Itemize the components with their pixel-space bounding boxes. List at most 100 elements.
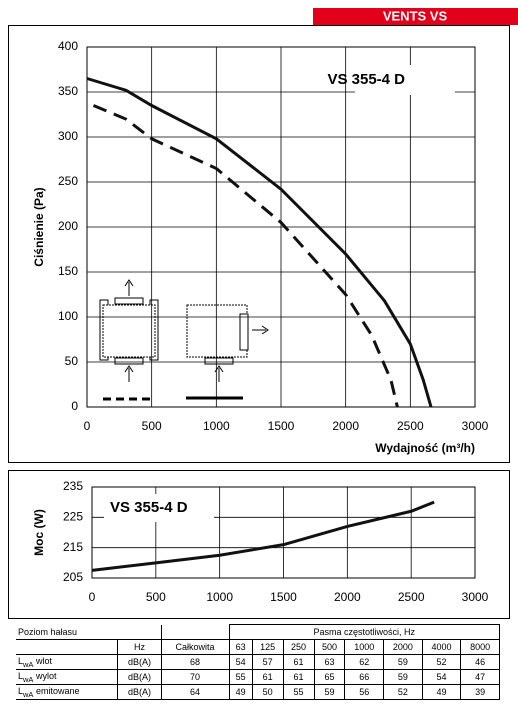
x-tick-label: 3000 [462,419,489,433]
table-row: LwA wlot dB(A) 68 54 57 61 63 62 59 52 46 [16,654,500,670]
table-cell: 56 [344,684,385,700]
x-tick-label: 2500 [398,590,425,604]
table-cell: 61 [282,669,315,685]
table-cell: Poziom hałasu [18,626,78,637]
table-row: LwA emitowane dB(A) 64 49 50 55 59 56 52 49 39 [16,684,500,700]
table-cell: 49 [228,684,253,700]
frame [8,470,510,619]
table-cell: 63 [228,639,253,655]
y-tick-label: 225 [63,510,83,524]
x-tick-label: 0 [89,590,96,604]
annotation: VS 355-4 D [110,499,188,516]
table-cell: 65 [313,669,346,685]
y-tick-label: 300 [58,129,78,143]
table-cell: Hz [117,639,162,655]
y-tick-label: 350 [58,84,78,98]
table-cell: 52 [421,654,462,670]
y-axis-label: Ciśnienie (Pa) [32,187,46,266]
row-label: emitowane [35,685,80,696]
charts: VENTS VS 0 500 1000 1500 2000 2500 30000501001… [8,8,518,619]
table-cell: dB(A) [117,669,162,685]
table-cell [16,639,119,655]
table-cell: 66 [344,669,385,685]
header-title: VENTS VS [383,8,448,23]
table-cell [118,625,161,640]
row-label: wlot [35,655,52,666]
table-cell: dB(A) [117,654,162,670]
table-cell: 1000 [344,639,385,655]
row-label: L [18,655,24,666]
series-line [91,500,435,572]
annotation-box [104,494,214,522]
table-cell: 59 [383,669,423,685]
y-tick-label: 150 [58,264,78,278]
x-axis-label: Wydajność (m³/h) [375,441,475,455]
table-row: Hz Całkowita 63 125 250 500 1000 2000 4000 8000 [16,639,500,655]
table-cell: 55 [228,669,253,685]
annotation: VS 355-4 D [327,71,405,88]
table-cell: 70 [160,669,230,685]
x-tick-label: 1000 [206,590,233,604]
table-row: Poziom hałasu Pasma częstotliwości, Hz [16,624,501,640]
table-cell: 55 [282,684,315,700]
y-tick-label: 200 [58,219,78,233]
x-tick-label: 2000 [332,419,359,433]
table-cell: 68 [160,654,230,670]
header-bar [313,8,518,25]
y-axis-label: Moc (W) [32,509,46,556]
table-cell: 4000 [421,639,462,655]
x-tick-label: 500 [142,419,162,433]
x-tick-label: 0 [84,419,91,433]
table-cell: dB(A) [117,684,162,700]
row-label: wylot [35,670,57,681]
frame [8,25,510,463]
table-cell: LwA wlot [16,654,119,670]
y-tick-label: 215 [63,540,83,554]
series-line [86,77,433,408]
annotation-box [355,65,455,95]
table-cell: Pasma częstotliwości, Hz [228,624,501,640]
table-cell: 63 [313,654,346,670]
plot-frame [86,46,476,408]
table-cell: 61 [282,654,315,670]
x-tick-label: 2500 [397,419,424,433]
table-cell: Całkowita [160,639,230,655]
x-tick-label: 1000 [203,419,230,433]
x-tick-label: 2000 [334,590,361,604]
table-cell: 54 [228,654,253,670]
table-cell: 49 [421,684,462,700]
row-label: L [18,670,24,681]
y-tick-label: 235 [63,479,83,493]
y-tick-label: 50 [65,354,79,368]
x-tick-label: 1500 [270,590,297,604]
noise-table: Poziom hałasu Pasma częstotliwości, Hz Hz C… [16,624,501,700]
table-cell: 59 [383,654,423,670]
x-tick-label: 500 [146,590,166,604]
row-label: wA [23,659,34,669]
y-tick-label: 205 [63,570,83,584]
y-tick-label: 0 [71,399,78,413]
table-cell: 39 [460,684,500,700]
table-cell: 50 [251,684,284,700]
row-label: wA [23,674,34,684]
row-label: wA [23,689,34,699]
table-cell [160,624,230,640]
table-cell: 2000 [383,639,423,655]
table-cell: 52 [383,684,423,700]
table-cell: 54 [421,669,462,685]
device-icons [99,279,269,401]
table-cell: LwA emitowane [16,684,119,700]
table-cell: LwA wylot [16,669,119,685]
table-cell: 500 [313,639,346,655]
table-cell: 125 [251,639,284,655]
y-tick-label: 100 [58,309,78,323]
table-cell: 8000 [460,639,500,655]
plot-frame [91,486,476,579]
x-tick-label: 3000 [462,590,489,604]
series-line [92,104,399,408]
table-row: LwA wylot dB(A) 70 55 61 61 65 66 59 54 47 [16,669,500,685]
row-label: L [18,685,24,696]
table-cell: 250 [282,639,315,655]
y-tick-label: 250 [58,174,78,188]
